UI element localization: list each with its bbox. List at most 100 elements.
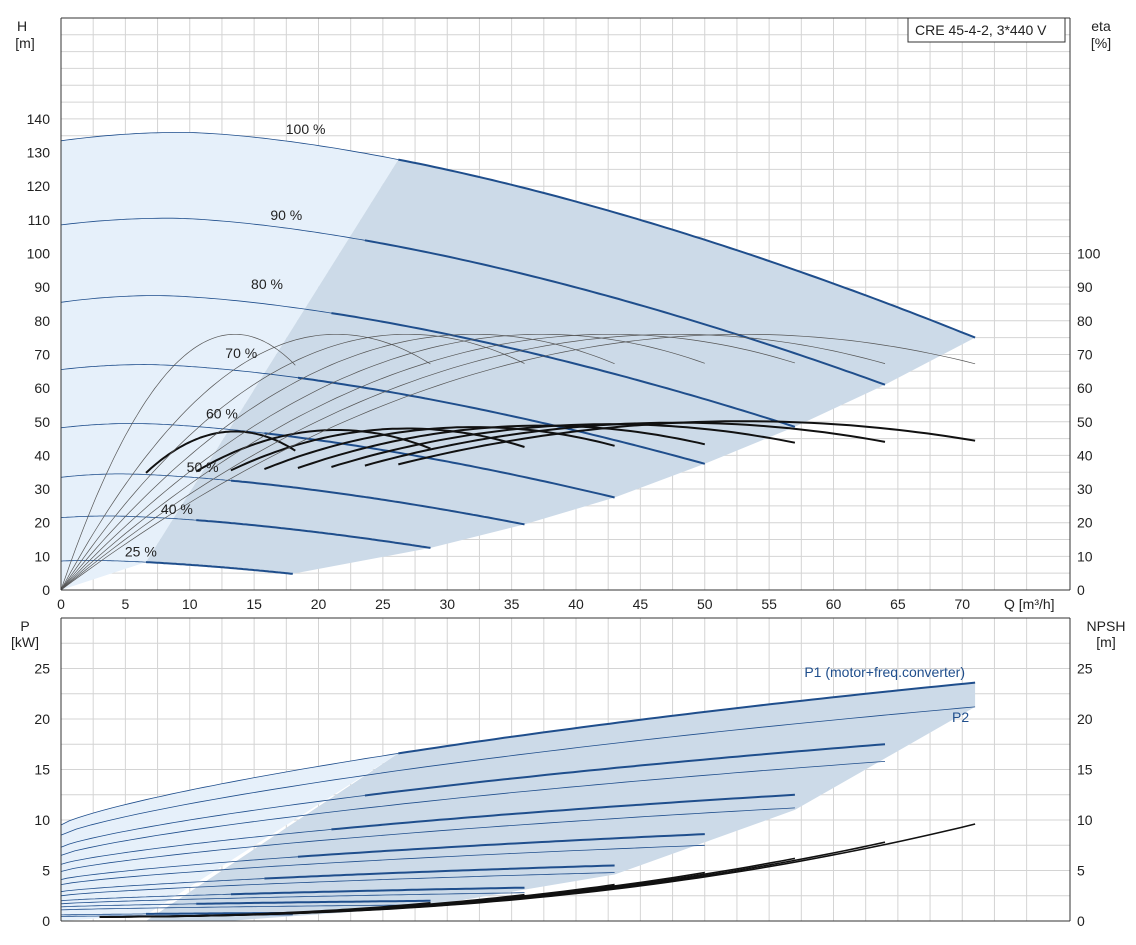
- head-curve-thin: [60, 132, 399, 160]
- eta-tick-label: 90: [1077, 279, 1093, 295]
- speed-label: 50 %: [187, 459, 219, 475]
- q-tick-label: 5: [121, 596, 129, 612]
- q-tick-label: 15: [246, 596, 262, 612]
- npsh-axis-title: NPSH: [1087, 618, 1126, 634]
- head-curve-bold: [297, 376, 706, 465]
- q-tick-label: 65: [890, 596, 906, 612]
- dark-range-area: [146, 159, 976, 574]
- h-tick-label: 80: [34, 313, 50, 329]
- p2-curve: [60, 872, 615, 897]
- npsh-tick-label: 10: [1077, 812, 1093, 828]
- h-tick-label: 30: [34, 481, 50, 497]
- q-axis-label: Q [m³/h]: [1004, 596, 1055, 612]
- head-curve-thin: [60, 364, 298, 379]
- p-tick-label: 15: [34, 762, 50, 778]
- head-curve-bold: [145, 561, 293, 575]
- efficiency-curve-bold: [398, 420, 976, 466]
- p1-curve-thin: [60, 829, 332, 865]
- speed-label: 70 %: [225, 345, 257, 361]
- efficiency-curve-bold: [331, 423, 796, 468]
- h-tick-label: 50: [34, 414, 50, 430]
- model-label-box: CRE 45-4-2, 3*440 V: [907, 17, 1066, 43]
- efficiency-curve-thin: [60, 333, 976, 591]
- h-tick-label: 140: [27, 111, 51, 127]
- efficiency-curve-thin: [60, 333, 615, 591]
- head-curve-bold: [264, 432, 615, 499]
- h-tick-label: 0: [42, 582, 50, 598]
- power-plot-axes: 0 5 10 15 20 25 0 5 10 15 20 25: [34, 617, 1093, 929]
- eta-tick-label: 10: [1077, 548, 1093, 564]
- head-efficiency-plot: 0 10 20 30 40 50 60 70 80 90 100 110 120 130 140 0 10 20 3…: [15, 17, 1111, 612]
- npsh-tick-label: 20: [1077, 711, 1093, 727]
- h-tick-label: 70: [34, 346, 50, 362]
- p2-curve: [60, 904, 431, 911]
- p1-curve-thin: [60, 893, 231, 902]
- efficiency-curve-thin: [60, 333, 795, 591]
- head-plot-axes: 0 10 20 30 40 50 60 70 80 90 100 110 120 130 140 0 10 20 3…: [27, 17, 1101, 612]
- h-tick-label: 110: [28, 212, 51, 228]
- p1-series-label: P1 (motor+freq.converter): [804, 664, 965, 680]
- speed-label: 25 %: [125, 543, 157, 559]
- q-tick-label: 40: [568, 596, 584, 612]
- operating-range-areas: [61, 132, 976, 590]
- q-tick-label: 30: [439, 596, 455, 612]
- p-tick-label: 0: [42, 913, 50, 929]
- speed-label: 60 %: [206, 405, 238, 421]
- p-tick-label: 20: [34, 711, 50, 727]
- efficiency-curve-bold: [195, 429, 431, 473]
- q-tick-label: 55: [761, 596, 777, 612]
- model-label: CRE 45-4-2, 3*440 V: [915, 22, 1047, 38]
- efficiency-curve-bold: [297, 424, 706, 469]
- eta-axis-title: eta: [1091, 18, 1111, 34]
- p1-curve-bold: [364, 743, 886, 797]
- efficiency-curve-thin: [60, 333, 431, 591]
- q-tick-label: 50: [697, 596, 713, 612]
- npsh-axis-unit: [m]: [1096, 634, 1115, 650]
- q-tick-label: 70: [954, 596, 970, 612]
- h-tick-label: 10: [34, 548, 50, 564]
- head-curve-thin: [60, 473, 231, 481]
- q-tick-label: 25: [375, 596, 391, 612]
- head-curve-bold: [196, 519, 431, 549]
- efficiency-curve-bold: [364, 421, 886, 467]
- h-tick-label: 20: [34, 515, 50, 531]
- head-curve-bold: [331, 312, 796, 428]
- light-power-area: [61, 753, 399, 921]
- p1-curve-bold: [230, 886, 525, 896]
- q-tick-label: 35: [504, 596, 520, 612]
- efficiency-curve-thin: [60, 333, 296, 591]
- p1-curve-thin: [60, 753, 399, 826]
- h-tick-label: 130: [27, 145, 51, 161]
- p1-curve-bold: [331, 793, 795, 831]
- eta-tick-label: 80: [1077, 313, 1093, 329]
- eta-tick-label: 30: [1077, 481, 1093, 497]
- speed-label: 100 %: [286, 121, 326, 137]
- light-range-area: [61, 132, 399, 590]
- h-axis-title: H: [17, 18, 27, 34]
- p-axis-title: P: [20, 618, 29, 634]
- model-label-frame: [907, 17, 1066, 43]
- speed-label: 40 %: [161, 501, 193, 517]
- p2-curve: [60, 807, 795, 872]
- p1-curve-thin: [60, 878, 265, 893]
- p1-curve-thin: [60, 795, 365, 848]
- eta-tick-label: 60: [1077, 380, 1093, 396]
- h-axis-unit: [m]: [15, 35, 34, 51]
- p1-curve-bold: [398, 681, 976, 755]
- npsh-tick-label: 25: [1077, 661, 1093, 677]
- h-tick-label: 120: [27, 178, 51, 194]
- h-tick-label: 90: [34, 279, 50, 295]
- h-tick-label: 100: [27, 246, 51, 262]
- head-curves: [60, 132, 976, 575]
- head-curve-thin: [60, 295, 332, 314]
- p1-curve-bold: [196, 899, 431, 905]
- p-tick-label: 5: [42, 863, 50, 879]
- head-curve-thin: [60, 217, 365, 241]
- npsh-curves: [99, 823, 976, 918]
- eta-tick-label: 0: [1077, 582, 1085, 598]
- p1-curve-thin: [61, 913, 146, 916]
- eta-tick-label: 20: [1077, 515, 1093, 531]
- h-tick-label: 60: [34, 380, 50, 396]
- q-tick-label: 20: [311, 596, 327, 612]
